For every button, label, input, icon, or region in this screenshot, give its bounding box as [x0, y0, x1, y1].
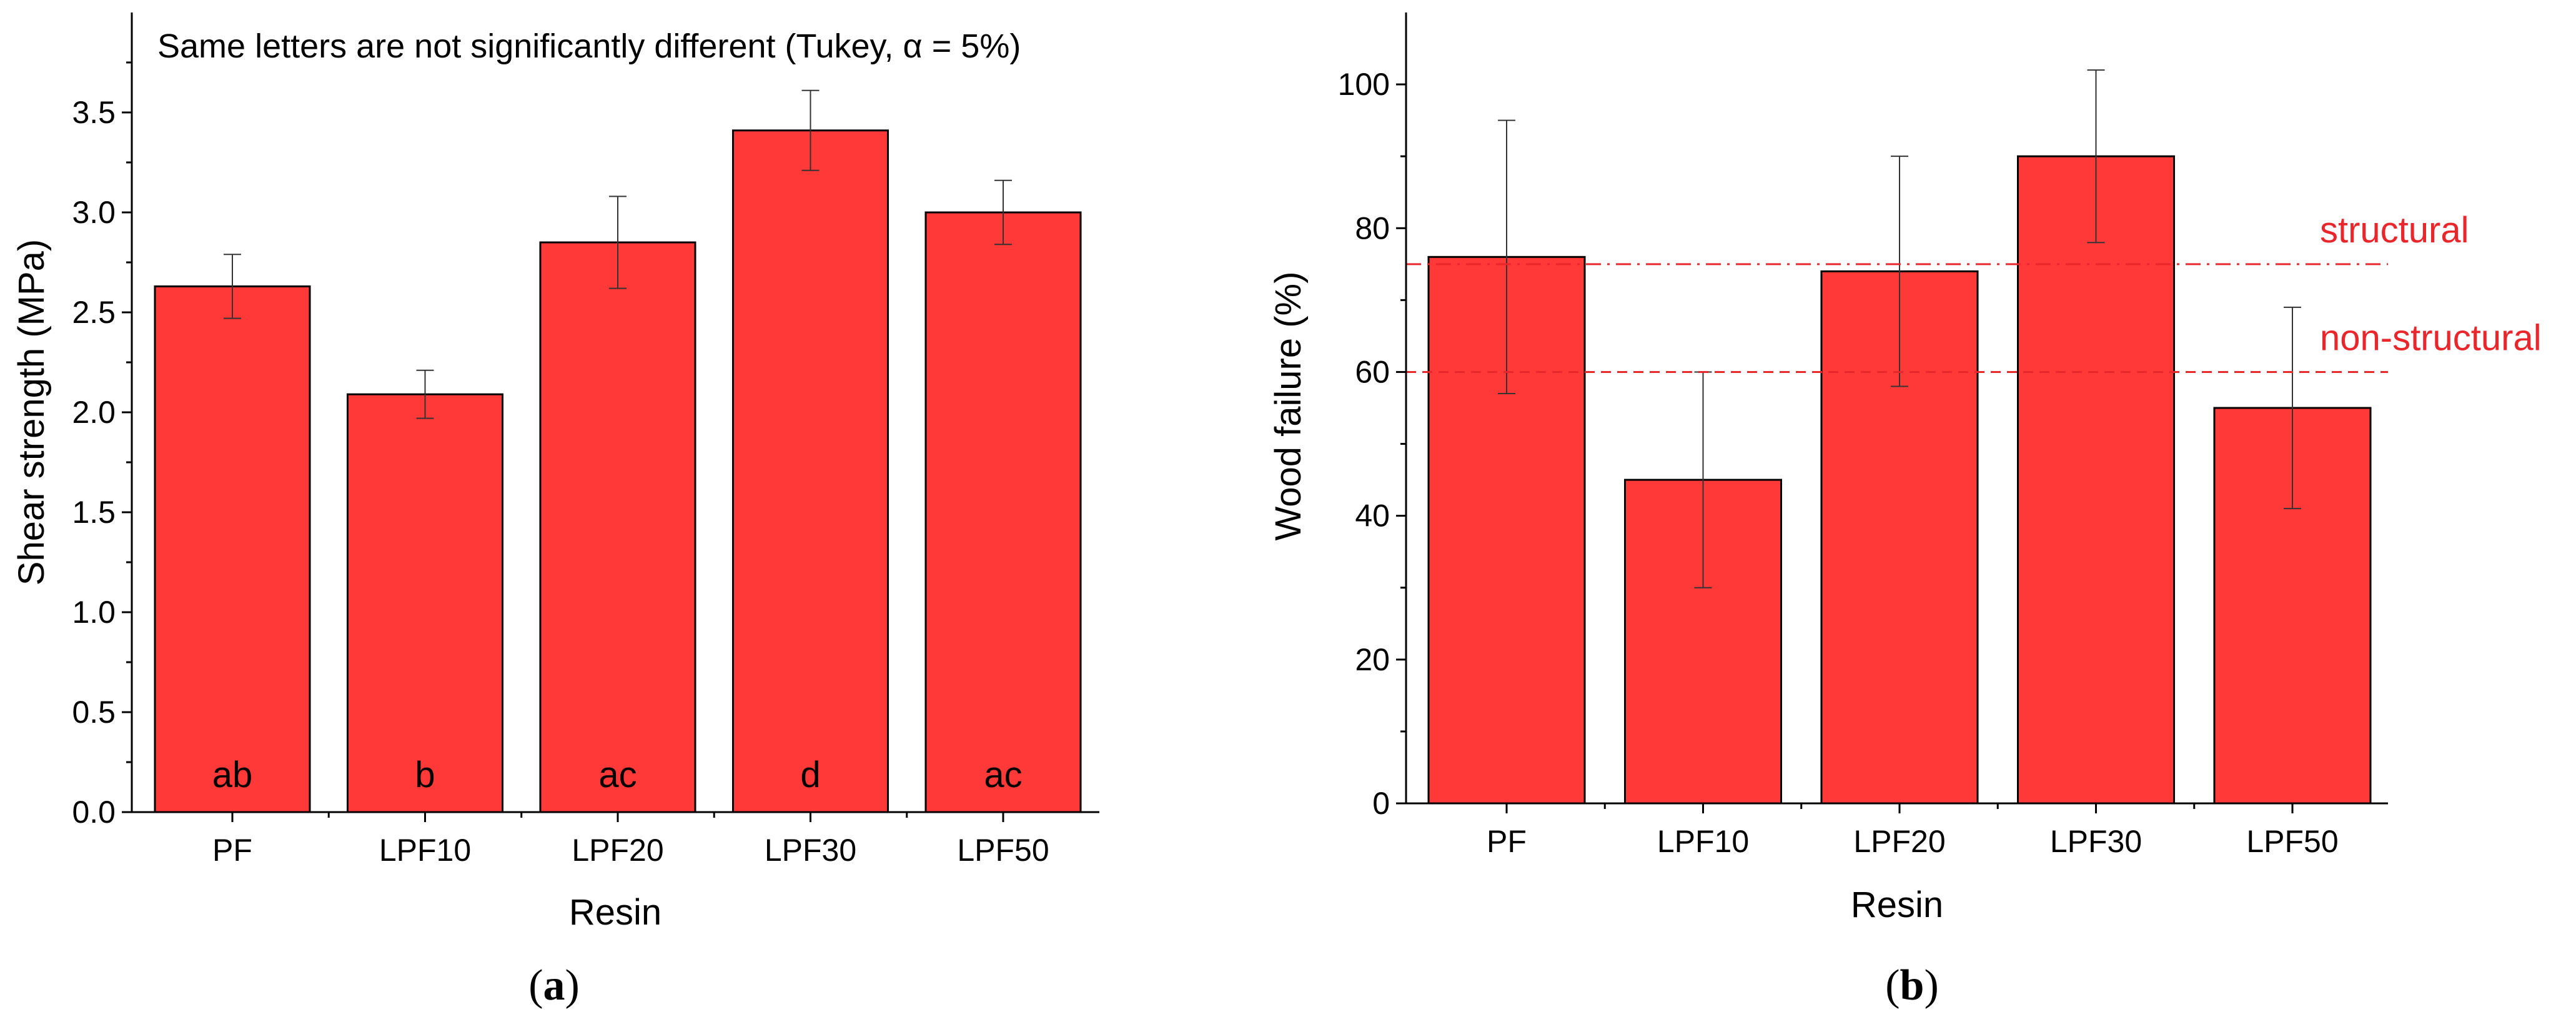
a-xtick-label: LPF20 — [572, 833, 663, 868]
a-significance-letter: d — [800, 755, 820, 795]
a-bar-lpf10 — [347, 393, 503, 813]
a-ytick-label: 0.5 — [72, 695, 116, 730]
a-bar-lpf30 — [732, 129, 889, 813]
a-xtick-label: LPF30 — [765, 833, 856, 868]
panel-a-y-ticks: 0.0 0.5 1.0 1.5 2.0 2.5 3.0 3.5 — [72, 61, 132, 830]
a-significance-letter: b — [415, 755, 435, 795]
panel-a-note: Same letters are not significantly diffe… — [157, 27, 1021, 65]
a-significance-letter: ac — [984, 755, 1022, 795]
b-ytick-label: 0 — [1372, 786, 1390, 821]
panel-a-x-ticks: PF LPF10 LPF20 LPF30 LPF50 — [212, 812, 1049, 868]
b-ref-label: structural — [2320, 210, 2469, 251]
a-ytick-label: 0.0 — [72, 795, 116, 830]
panel-a-xlabel: Resin — [569, 892, 661, 933]
a-xtick-label: PF — [212, 833, 252, 868]
b-ytick-label: 100 — [1338, 67, 1390, 102]
panel-a-ylabel: Shear strength (MPa) — [11, 239, 52, 585]
a-ytick-label: 3.0 — [72, 195, 116, 230]
b-xtick-label: LPF30 — [2050, 824, 2142, 859]
a-ytick-label: 2.0 — [72, 395, 116, 430]
a-significance-letter: ac — [598, 755, 637, 795]
a-ytick-label: 3.5 — [72, 95, 116, 130]
a-xtick-label: LPF50 — [957, 833, 1049, 868]
b-ytick-label: 20 — [1355, 642, 1390, 677]
b-ref-label: non-structural — [2320, 317, 2542, 358]
a-significance-letter: ab — [212, 755, 253, 795]
panel-a-label: (a) — [528, 961, 580, 1010]
b-ytick-label: 60 — [1355, 354, 1390, 389]
a-ytick-label: 1.5 — [72, 495, 116, 530]
a-bar-pf — [154, 285, 311, 813]
b-xtick-label: PF — [1487, 824, 1527, 859]
b-bar-lpf20 — [1820, 270, 1979, 805]
a-xtick-label: LPF10 — [379, 833, 471, 868]
panel-a-marks: ab b ac d ac — [154, 89, 1082, 813]
panel-b-ylabel: Wood failure (%) — [1268, 272, 1309, 541]
panel-b: structural non-structural 0 20 40 60 80 100 PF… — [1268, 12, 2542, 1010]
panel-b-marks — [1427, 69, 2372, 805]
b-xtick-label: LPF10 — [1657, 824, 1749, 859]
panel-b-x-ticks: PF LPF10 LPF20 LPF30 LPF50 — [1487, 803, 2339, 859]
b-ytick-label: 80 — [1355, 211, 1390, 246]
a-bar-lpf50 — [924, 211, 1082, 813]
a-ytick-label: 2.5 — [72, 295, 116, 330]
panel-b-xlabel: Resin — [1851, 885, 1943, 925]
b-bar-lpf30 — [2017, 155, 2175, 805]
b-ytick-label: 40 — [1355, 499, 1390, 533]
panel-b-reference-lines: structural non-structural — [1406, 210, 2542, 373]
panel-b-label: (b) — [1885, 961, 1939, 1010]
a-ytick-label: 1.0 — [72, 595, 116, 630]
panel-b-y-ticks: 0 20 40 60 80 100 — [1338, 67, 1406, 821]
b-xtick-label: LPF20 — [1853, 824, 1945, 859]
b-xtick-label: LPF50 — [2246, 824, 2338, 859]
a-bar-lpf20 — [539, 241, 696, 813]
panel-a: ab b ac d ac 0.0 0.5 1.0 1.5 2.0 2.5 3.0 3.5 PF LPF1… — [11, 12, 1099, 1010]
